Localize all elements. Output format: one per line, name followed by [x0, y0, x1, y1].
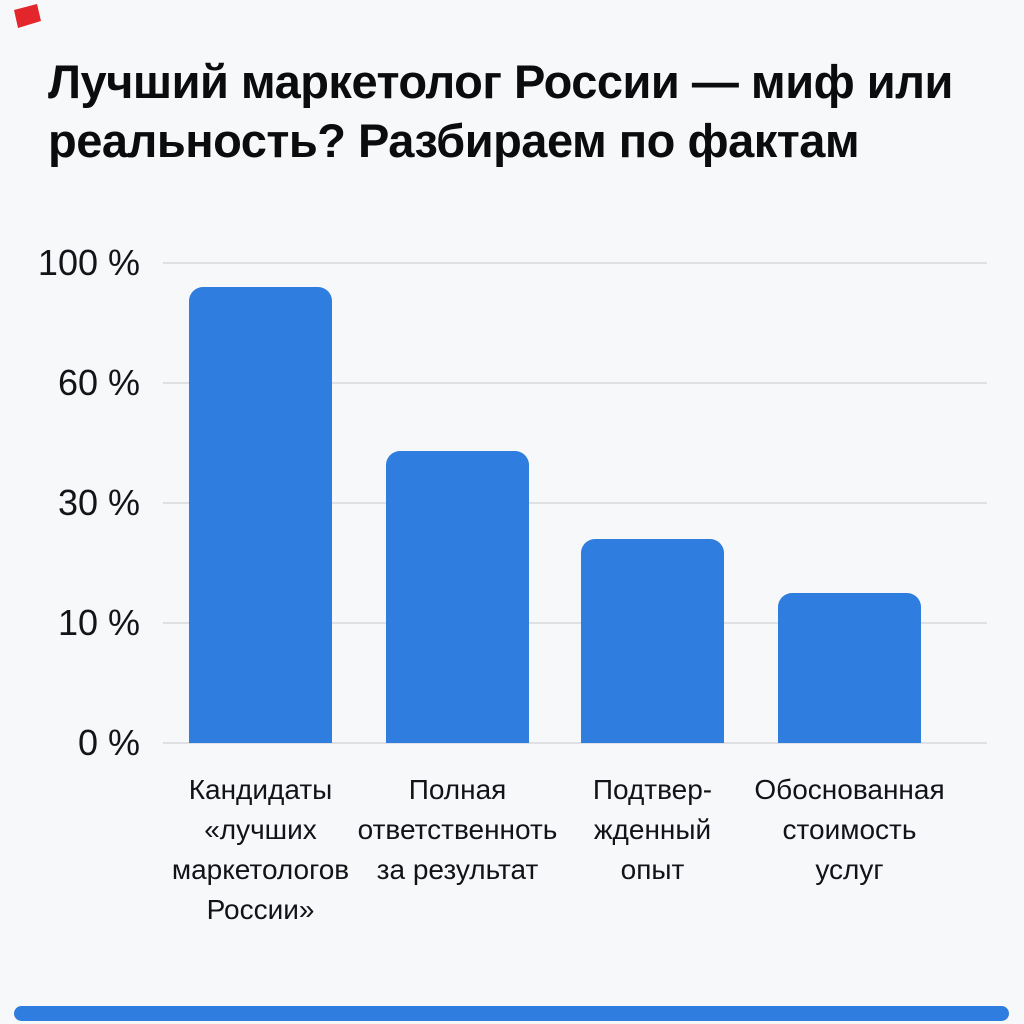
- y-axis-tick-10: 10 %: [57, 602, 140, 643]
- bar-2: [386, 451, 529, 743]
- red-corner-shape: [14, 4, 41, 28]
- gridline-100pct: [163, 262, 987, 264]
- gridline-0pct: [163, 742, 987, 744]
- chart-title-line-2: реальность? Разбираем по фактам: [48, 114, 860, 167]
- x-axis-label-4: Обоснованная стоимость услуг: [754, 774, 945, 885]
- y-axis-tick-60: 60 %: [57, 362, 140, 403]
- bar-4: [778, 593, 921, 743]
- bar-1: [189, 287, 332, 743]
- bottom-accent-bar: [14, 1006, 1009, 1021]
- gridline-10pct: [163, 622, 987, 624]
- x-axis-label-1: Кандидаты «лучших маркетологов России»: [171, 774, 350, 925]
- chart-title: Лучший маркетолог России — миф или реаль…: [48, 52, 1024, 170]
- y-axis-tick-0: 0 %: [77, 722, 140, 763]
- chart-title-line-1: Лучший маркетолог России — миф или: [48, 55, 953, 108]
- bar-3: [581, 539, 724, 743]
- gridline-30pct: [163, 502, 987, 504]
- x-axis-label-3: Подтвер- жденный опыт: [592, 774, 713, 885]
- y-axis-tick-100: 100 %: [37, 242, 140, 283]
- gridline-60pct: [163, 382, 987, 384]
- red-corner-mark: [14, 4, 41, 28]
- y-axis-tick-30: 30 %: [57, 482, 140, 523]
- x-axis-label-2: Полная ответственноть за результат: [357, 774, 558, 885]
